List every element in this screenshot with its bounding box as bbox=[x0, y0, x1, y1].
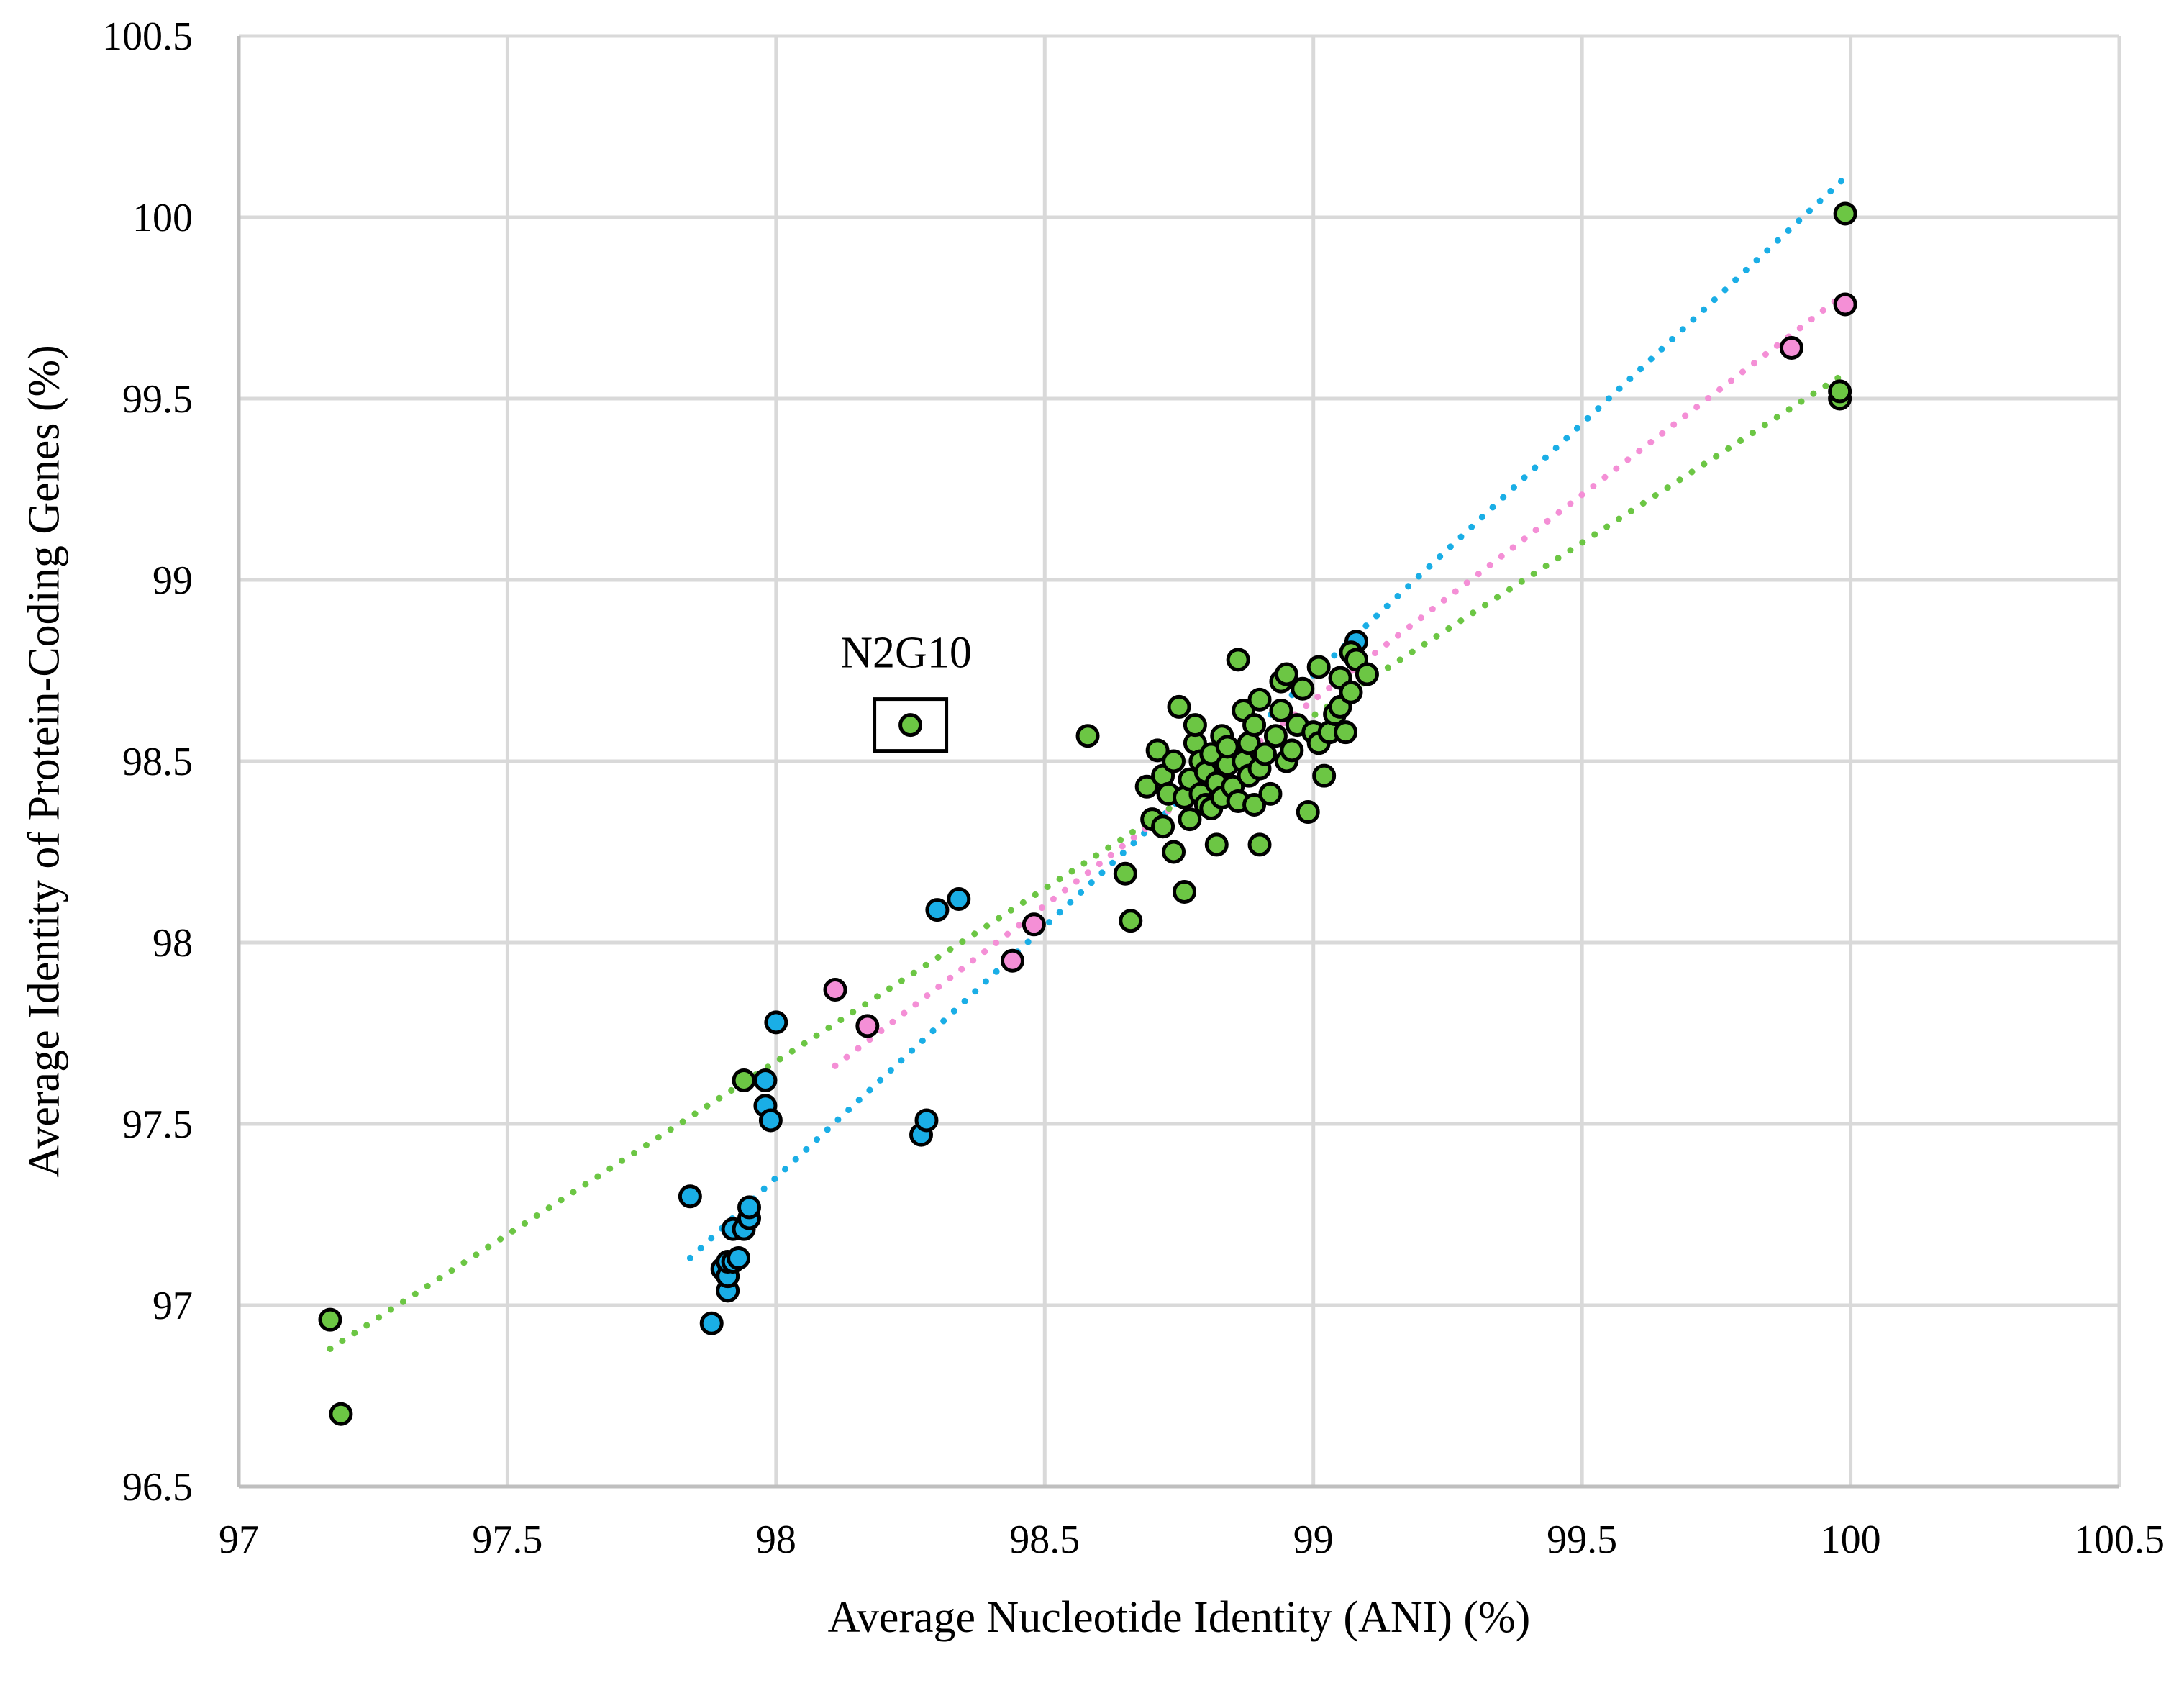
point-blue bbox=[758, 1108, 783, 1133]
point-pink bbox=[1833, 292, 1857, 317]
x-tick-label: 98 bbox=[756, 1517, 796, 1562]
point-green bbox=[1075, 724, 1100, 748]
point-pink bbox=[1022, 912, 1046, 937]
y-tick-label: 100 bbox=[132, 196, 193, 240]
point-blue bbox=[699, 1311, 724, 1335]
point-green bbox=[1178, 807, 1202, 832]
y-tick-label: 100.5 bbox=[102, 14, 193, 59]
point-green bbox=[1355, 662, 1379, 686]
point-green bbox=[1134, 774, 1159, 799]
point-green bbox=[1291, 676, 1315, 701]
point-green bbox=[1312, 763, 1337, 788]
x-tick-label: 99 bbox=[1293, 1517, 1334, 1562]
point-blue bbox=[764, 1010, 788, 1035]
point-green bbox=[1833, 201, 1857, 226]
y-tick-label: 96.5 bbox=[122, 1465, 193, 1510]
x-tick-label: 97.5 bbox=[472, 1517, 542, 1562]
point-green bbox=[1145, 738, 1170, 763]
x-tick-label: 100.5 bbox=[2074, 1517, 2165, 1562]
point-green bbox=[1242, 713, 1267, 738]
point-green bbox=[1204, 832, 1229, 857]
point-blue bbox=[737, 1195, 762, 1220]
point-green bbox=[1247, 687, 1272, 712]
point-green bbox=[732, 1068, 756, 1093]
point-green bbox=[1306, 655, 1331, 679]
x-tick-label: 98.5 bbox=[1009, 1517, 1080, 1562]
trendline-green bbox=[327, 370, 1849, 1352]
point-green bbox=[1119, 909, 1143, 933]
x-tick-label: 100 bbox=[1821, 1517, 1881, 1562]
point-green bbox=[318, 1307, 342, 1332]
y-tick-label: 99 bbox=[153, 558, 193, 603]
point-green bbox=[1226, 648, 1250, 672]
point-pink bbox=[1779, 335, 1803, 360]
point-green bbox=[1263, 724, 1288, 748]
x-axis-title: Average Nucleotide Identity (ANI) (%) bbox=[828, 1593, 1531, 1642]
y-axis-title: Average Identity of Protein-Coding Genes… bbox=[20, 345, 69, 1178]
x-tick-label: 99.5 bbox=[1547, 1517, 1617, 1562]
annotation-box bbox=[873, 697, 949, 753]
trendlines bbox=[327, 174, 1849, 1352]
point-green bbox=[1258, 781, 1283, 806]
annotation-label: N2G10 bbox=[840, 629, 972, 678]
tick-labels: 97 97.5 98 98.5 99 99.5 100 100.5 96.5 97 97.5 98 98… bbox=[102, 14, 2165, 1562]
point-blue bbox=[947, 887, 971, 912]
point-green bbox=[1274, 662, 1298, 686]
x-tick-label: 97 bbox=[219, 1517, 259, 1562]
point-pink bbox=[855, 1014, 880, 1038]
point-green bbox=[1151, 814, 1175, 839]
point-green bbox=[1828, 379, 1852, 404]
point-blue bbox=[678, 1184, 702, 1209]
point-blue bbox=[753, 1068, 778, 1093]
point-green bbox=[1162, 749, 1186, 773]
point-green bbox=[329, 1402, 353, 1426]
point-green bbox=[1296, 800, 1320, 825]
point-green bbox=[1113, 861, 1137, 886]
point-green bbox=[1183, 713, 1207, 738]
point-blue bbox=[727, 1245, 751, 1270]
point-green bbox=[1334, 720, 1358, 745]
y-tick-label: 97 bbox=[153, 1284, 193, 1328]
point-green bbox=[1269, 698, 1293, 722]
point-green bbox=[1247, 832, 1272, 857]
point-pink bbox=[1000, 948, 1024, 973]
data-points bbox=[318, 201, 1857, 1426]
grid bbox=[239, 34, 2121, 1487]
y-tick-label: 98.5 bbox=[122, 740, 193, 784]
point-green bbox=[1167, 694, 1191, 719]
trendline-blue bbox=[686, 174, 1849, 1261]
point-green bbox=[1242, 792, 1267, 817]
point-green bbox=[1215, 735, 1239, 759]
point-green bbox=[1280, 738, 1304, 763]
point-green bbox=[1252, 742, 1277, 766]
point-green bbox=[898, 713, 923, 738]
point-green bbox=[1339, 680, 1363, 704]
y-tick-label: 98 bbox=[153, 921, 193, 966]
y-tick-label: 97.5 bbox=[122, 1102, 193, 1147]
point-blue bbox=[914, 1108, 939, 1133]
point-green bbox=[1172, 879, 1196, 904]
point-blue bbox=[925, 898, 950, 922]
annotations: N2G10 bbox=[840, 629, 972, 753]
point-green bbox=[1162, 840, 1186, 864]
y-tick-label: 99.5 bbox=[122, 377, 193, 422]
axes bbox=[237, 36, 2119, 1489]
point-pink bbox=[823, 978, 847, 1002]
